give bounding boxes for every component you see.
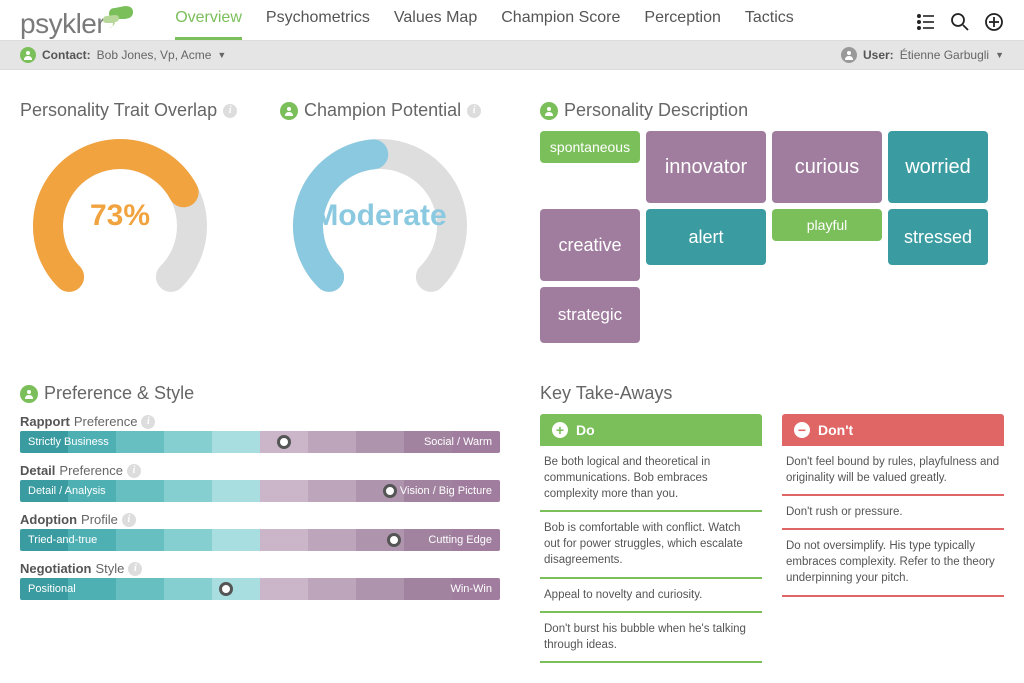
minus-icon: − <box>794 422 810 438</box>
person-icon <box>540 102 558 120</box>
plus-icon: + <box>552 422 568 438</box>
info-icon[interactable]: i <box>223 104 237 118</box>
pref-detail: Detail Preference iDetail / AnalysisVisi… <box>20 463 500 502</box>
user-avatar-icon <box>841 47 857 63</box>
dont-header: − Don't <box>782 414 1004 446</box>
list-icon[interactable] <box>916 12 936 37</box>
personality-description-panel: Personality Description spontaneousinnov… <box>540 100 1004 343</box>
search-icon[interactable] <box>950 12 970 37</box>
pref-adoption: Adoption Profile iTried-and-trueCutting … <box>20 512 500 551</box>
tag-innovator[interactable]: innovator <box>646 131 766 203</box>
pref-marker <box>387 533 401 547</box>
dont-column: − Don't Don't feel bound by rules, playf… <box>782 414 1004 663</box>
context-bar: Contact: Bob Jones, Vp, Acme ▼ User: Éti… <box>0 40 1024 70</box>
do-item: Be both logical and theoretical in commu… <box>540 446 762 512</box>
contact-label: Contact: <box>42 48 91 62</box>
user-selector[interactable]: User: Étienne Garbugli ▼ <box>841 47 1004 63</box>
pref-left-label: Strictly Business <box>20 431 117 453</box>
person-icon <box>280 102 298 120</box>
trait-overlap-panel: Personality Trait Overlap i 73% <box>20 100 260 343</box>
do-header: + Do <box>540 414 762 446</box>
pref-bar: Detail / Analysis Vision / Big Picture <box>20 480 500 502</box>
pref-right-label: Win-Win <box>442 578 500 600</box>
person-icon <box>20 385 38 403</box>
tag-cloud: spontaneousinnovatorcuriousworried creati… <box>540 131 1004 343</box>
tag-alert[interactable]: alert <box>646 209 766 265</box>
champion-gauge: Moderate <box>280 131 480 311</box>
champion-title: Champion Potential <box>304 100 461 121</box>
takeaways-panel: Key Take-Aways + Do Be both logical and … <box>540 383 1004 663</box>
toolbar-icons <box>916 12 1004 37</box>
pref-bar: Positional Win-Win <box>20 578 500 600</box>
takeaways-title: Key Take-Aways <box>540 383 672 404</box>
nav-psychometrics[interactable]: Psychometrics <box>266 9 370 40</box>
pref-marker <box>383 484 397 498</box>
champion-value: Moderate <box>280 131 480 301</box>
user-label: User: <box>863 48 894 62</box>
nav-values-map[interactable]: Values Map <box>394 9 477 40</box>
do-item: Don't burst his bubble when he's talking… <box>540 613 762 663</box>
nav-overview[interactable]: Overview <box>175 9 242 40</box>
preference-style-panel: Preference & Style Rapport Preference iS… <box>20 383 500 663</box>
pref-right-label: Cutting Edge <box>420 529 500 551</box>
tag-creative[interactable]: creative <box>540 209 640 281</box>
info-icon[interactable]: i <box>128 562 142 576</box>
chevron-down-icon: ▼ <box>995 50 1004 60</box>
tag-playful[interactable]: playful <box>772 209 882 241</box>
do-item: Bob is comfortable with conflict. Watch … <box>540 512 762 578</box>
trait-overlap-gauge: 73% <box>20 131 220 311</box>
pref-left-label: Positional <box>20 578 84 600</box>
pref-left-label: Detail / Analysis <box>20 480 114 502</box>
nav-tactics[interactable]: Tactics <box>745 9 794 40</box>
top-header: psykler Overview Psychometrics Values Map C… <box>0 0 1024 40</box>
tag-curious[interactable]: curious <box>772 131 882 203</box>
dont-item: Do not oversimplify. His type typically … <box>782 530 1004 596</box>
info-icon[interactable]: i <box>127 464 141 478</box>
dont-item: Don't feel bound by rules, playfulness a… <box>782 446 1004 496</box>
dont-label: Don't <box>818 422 853 438</box>
tag-spontaneous[interactable]: spontaneous <box>540 131 640 163</box>
champion-potential-panel: Champion Potential i Moderate <box>280 100 520 343</box>
pref-right-label: Social / Warm <box>416 431 500 453</box>
pref-left-label: Tried-and-true <box>20 529 105 551</box>
chevron-down-icon: ▼ <box>217 50 226 60</box>
dont-item: Don't rush or pressure. <box>782 496 1004 530</box>
pref-rapport: Rapport Preference iStrictly BusinessSoc… <box>20 414 500 453</box>
preference-title: Preference & Style <box>44 383 194 404</box>
pref-negotiation: Negotiation Style iPositionalWin-Win <box>20 561 500 600</box>
contact-value: Bob Jones, Vp, Acme <box>97 48 212 62</box>
logo-mark-icon <box>103 6 135 32</box>
do-label: Do <box>576 422 595 438</box>
logo[interactable]: psykler <box>20 8 135 40</box>
tag-stressed[interactable]: stressed <box>888 209 988 265</box>
contact-selector[interactable]: Contact: Bob Jones, Vp, Acme ▼ <box>20 47 226 63</box>
trait-overlap-value: 73% <box>20 131 220 301</box>
info-icon[interactable]: i <box>467 104 481 118</box>
contact-avatar-icon <box>20 47 36 63</box>
tag-worried[interactable]: worried <box>888 131 988 203</box>
description-title: Personality Description <box>564 100 748 121</box>
pref-bar: Tried-and-true Cutting Edge <box>20 529 500 551</box>
trait-overlap-title: Personality Trait Overlap <box>20 100 217 121</box>
nav-champion-score[interactable]: Champion Score <box>501 9 620 40</box>
pref-bar: Strictly Business Social / Warm <box>20 431 500 453</box>
pref-marker <box>277 435 291 449</box>
logo-text: psykler <box>20 8 105 40</box>
main-nav: Overview Psychometrics Values Map Champion … <box>175 9 916 40</box>
do-item: Appeal to novelty and curiosity. <box>540 579 762 613</box>
pref-right-label: Vision / Big Picture <box>392 480 500 502</box>
pref-marker <box>219 582 233 596</box>
user-value: Étienne Garbugli <box>900 48 989 62</box>
nav-perception[interactable]: Perception <box>644 9 721 40</box>
info-icon[interactable]: i <box>141 415 155 429</box>
do-column: + Do Be both logical and theoretical in … <box>540 414 762 663</box>
tag-strategic[interactable]: strategic <box>540 287 640 343</box>
info-icon[interactable]: i <box>122 513 136 527</box>
add-icon[interactable] <box>984 12 1004 37</box>
